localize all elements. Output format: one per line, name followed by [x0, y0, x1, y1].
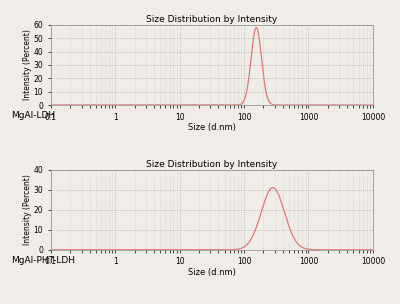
Title: Size Distribution by Intensity: Size Distribution by Intensity: [146, 15, 278, 24]
Text: MgAl-PHT-LDH: MgAl-PHT-LDH: [11, 256, 75, 265]
Title: Size Distribution by Intensity: Size Distribution by Intensity: [146, 160, 278, 169]
Y-axis label: Intensity (Percent): Intensity (Percent): [23, 29, 32, 100]
Y-axis label: Intensity (Percent): Intensity (Percent): [23, 174, 32, 245]
X-axis label: Size (d.nm): Size (d.nm): [188, 268, 236, 277]
Text: MgAl-LDH: MgAl-LDH: [11, 111, 55, 120]
X-axis label: Size (d.nm): Size (d.nm): [188, 123, 236, 132]
